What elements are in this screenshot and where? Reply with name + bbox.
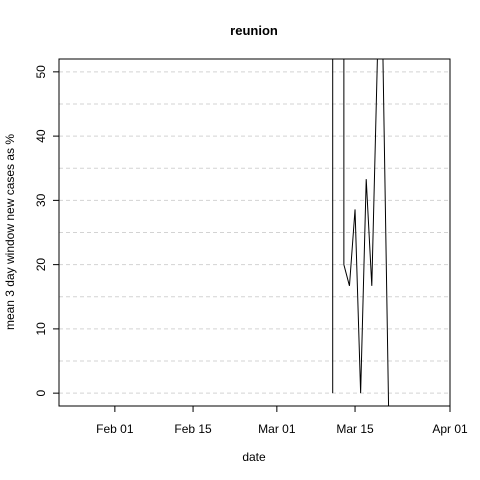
x-axis-label: date [242, 450, 266, 464]
chart-title: reunion [230, 23, 278, 38]
grid-lines [59, 71, 450, 394]
y-axis-label: mean 3 day window new cases as % [3, 134, 17, 330]
y-axis: 0 10 20 30 40 50 [34, 65, 59, 396]
y-tick-label: 40 [34, 129, 48, 143]
x-axis: Feb 01 Feb 15 Mar 01 Mar 15 Apr 01 [96, 405, 468, 436]
x-tick-label: Feb 01 [96, 422, 134, 436]
y-tick-label: 50 [34, 65, 48, 79]
y-tick-label: 0 [34, 389, 48, 396]
y-tick-label: 10 [34, 322, 48, 336]
x-tick-label: Apr 01 [432, 422, 468, 436]
y-tick-label: 20 [34, 258, 48, 272]
x-tick-label: Mar 15 [336, 422, 374, 436]
series-line [332, 59, 390, 406]
series-layer [332, 59, 390, 406]
y-tick-label: 30 [34, 193, 48, 207]
x-tick-label: Feb 15 [174, 422, 212, 436]
x-tick-label: Mar 01 [258, 422, 296, 436]
